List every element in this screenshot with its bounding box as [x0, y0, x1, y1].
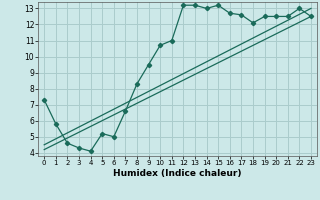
X-axis label: Humidex (Indice chaleur): Humidex (Indice chaleur): [113, 169, 242, 178]
